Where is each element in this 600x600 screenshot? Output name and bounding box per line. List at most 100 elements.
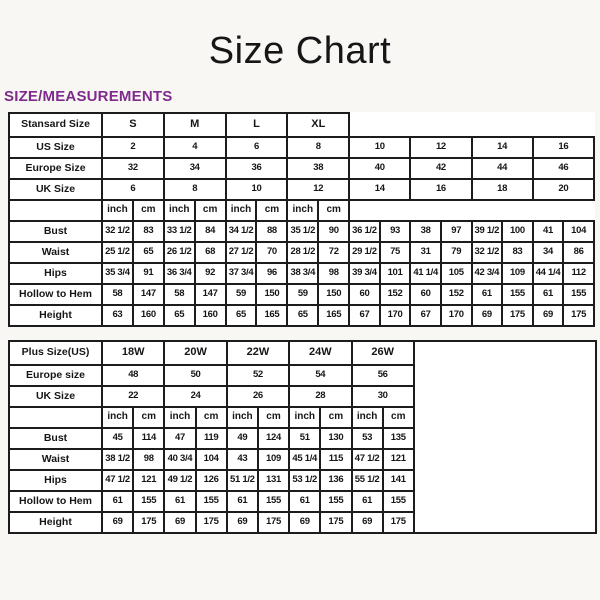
size-value-cell: 42 (409, 156, 473, 180)
size-value-cell: 16 (531, 135, 596, 159)
size-value-cell: 54 (288, 363, 353, 387)
size-value-cell: 12 (409, 135, 473, 159)
unit-cm-header: cm (319, 405, 353, 429)
measurement-cell: 32 1/2 (470, 240, 504, 264)
section-heading: SIZE/MEASUREMENTS (4, 87, 173, 105)
measurement-cell: 35 3/4 (101, 261, 134, 285)
measurement-cell: 115 (319, 447, 353, 471)
size-value-cell: 20 (531, 177, 596, 201)
measurement-cell: 88 (255, 219, 289, 243)
size-group-header: 26W (350, 339, 415, 366)
measurement-cell: 155 (381, 489, 415, 513)
measurement-cell: 36 1/2 (348, 219, 381, 243)
measurement-cell: 175 (501, 303, 534, 327)
measurement-row: Height 69 175 69 175 69 175 69 175 69 175 (8, 510, 596, 534)
measurement-cell: 155 (194, 489, 228, 513)
unit-inch-header: inch (163, 405, 197, 429)
measurement-cell: 69 (350, 510, 384, 534)
measurement-cell: 86 (562, 240, 595, 264)
size-group-header: S (101, 111, 165, 138)
measurement-cell: 47 1/2 (350, 447, 384, 471)
measurement-cell: 100 (501, 219, 534, 243)
measurement-cell: 104 (562, 219, 595, 243)
measurement-cell: 68 (193, 240, 227, 264)
empty-spacer-cell (412, 339, 597, 534)
unit-cm-header: cm (381, 405, 415, 429)
size-group-header-row: Stansard Size S M L XL (8, 111, 594, 138)
size-value-cell: 52 (225, 363, 291, 387)
measurement-cell: 155 (256, 489, 291, 513)
measurement-cell: 55 1/2 (350, 468, 384, 492)
measurement-cell: 170 (378, 303, 412, 327)
measurement-cell: 65 (286, 303, 320, 327)
measurement-cell: 104 (194, 447, 228, 471)
measurement-cell: 98 (132, 447, 166, 471)
measurement-cell: 121 (381, 447, 415, 471)
size-conversion-row: Europe Size 32 34 36 38 40 42 44 46 (8, 156, 596, 180)
measurement-cell: 69 (288, 510, 322, 534)
size-value-cell: 46 (531, 156, 596, 180)
measurement-cell: 69 (225, 510, 259, 534)
size-value-cell: 28 (288, 384, 353, 408)
size-value-cell: 16 (409, 177, 473, 201)
measurement-cell: 59 (224, 282, 258, 306)
size-conversion-row: UK Size 22 24 26 28 30 (8, 384, 596, 408)
measurement-cell: 150 (255, 282, 289, 306)
unit-cm-header: cm (132, 405, 166, 429)
measurement-row: Hollow to Hem 58 147 58 147 59 150 59 150 60 152 60… (8, 282, 595, 306)
measurement-cell: 105 (439, 261, 473, 285)
measurement-cell: 175 (319, 510, 353, 534)
measurement-cell: 152 (378, 282, 412, 306)
unit-inch-header: inch (350, 405, 384, 429)
standard-size-table: Stansard Size S M L XL US Size 2 4 6 8 10 12 14 16 Eur… (8, 111, 596, 327)
measurement-cell: 141 (381, 468, 415, 492)
measurement-cell: 61 (288, 489, 322, 513)
measurement-cell: 126 (194, 468, 228, 492)
measurement-cell: 45 (100, 426, 135, 450)
measurement-cell: 112 (562, 261, 595, 285)
unit-inch-header: inch (224, 198, 258, 222)
unit-cm-header: cm (131, 198, 165, 222)
row-label: US Size (8, 135, 103, 159)
size-group-header: 22W (225, 339, 291, 366)
measurement-cell: 170 (439, 303, 473, 327)
size-value-cell: 6 (224, 135, 289, 159)
measurement-cell: 124 (256, 426, 291, 450)
measurement-cell: 60 (409, 282, 442, 306)
measurement-cell: 72 (317, 240, 351, 264)
measurement-cell: 38 1/2 (100, 447, 135, 471)
row-label: Bust (8, 219, 103, 243)
measurement-cell: 34 (531, 240, 565, 264)
unit-cm-header: cm (317, 198, 351, 222)
size-value-cell: 38 (286, 156, 351, 180)
unit-header-row: inch cm inch cm inch cm inch cm (8, 198, 594, 222)
size-value-cell: 10 (224, 177, 289, 201)
row-label: Europe Size (8, 156, 103, 180)
size-value-cell: 26 (225, 384, 291, 408)
measurement-cell: 31 (409, 240, 442, 264)
measurement-cell: 29 1/2 (348, 240, 381, 264)
measurement-cell: 130 (319, 426, 353, 450)
size-value-cell: 40 (348, 156, 412, 180)
measurement-cell: 160 (131, 303, 165, 327)
unit-cm-header: cm (256, 405, 291, 429)
size-group-header-row: Plus Size(US) 18W 20W 22W 24W 26W (8, 339, 597, 534)
measurement-cell: 61 (100, 489, 135, 513)
size-value-cell: 30 (350, 384, 415, 408)
measurement-cell: 49 (225, 426, 259, 450)
size-value-cell: 50 (163, 363, 228, 387)
measurement-row: Bust 32 1/2 83 33 1/2 84 34 1/2 88 35 1/2 90 36 1… (8, 219, 595, 243)
measurement-cell: 26 1/2 (162, 240, 196, 264)
size-value-cell: 8 (286, 135, 351, 159)
measurement-cell: 36 3/4 (162, 261, 196, 285)
size-conversion-row: US Size 2 4 6 8 10 12 14 16 (8, 135, 596, 159)
row-label: Height (8, 510, 103, 534)
measurement-cell: 38 (409, 219, 442, 243)
measurement-cell: 37 3/4 (224, 261, 258, 285)
measurement-cell: 65 (131, 240, 165, 264)
measurement-cell: 101 (378, 261, 412, 285)
row-label: Hips (8, 468, 103, 492)
measurement-cell: 34 1/2 (224, 219, 258, 243)
measurement-cell: 75 (378, 240, 412, 264)
size-group-header: XL (286, 111, 351, 138)
